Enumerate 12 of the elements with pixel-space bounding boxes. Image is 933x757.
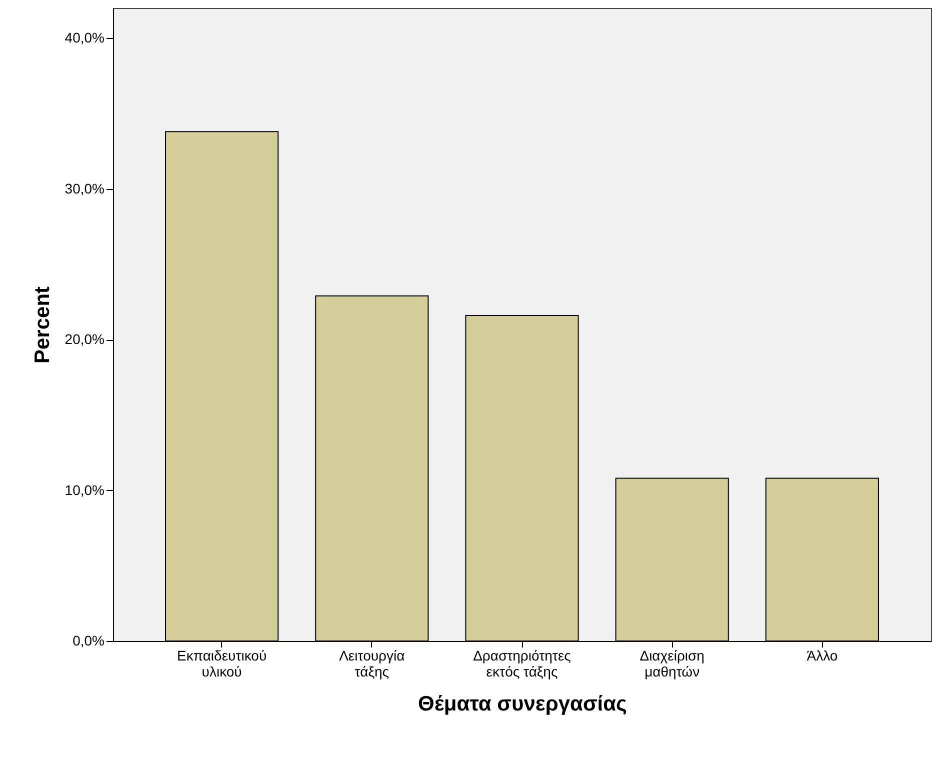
x-tick-label: Δραστηριότητες εκτός τάξης [473,648,572,680]
y-axis-title: Percent [30,286,54,364]
x-tick-label: Εκπαιδευτικού υλικού [177,648,267,680]
x-axis-title: Θέματα συνεργασίας [418,692,628,716]
y-tick-label: 10,0% [64,482,104,498]
y-tick-label: 20,0% [64,331,104,348]
y-tick-label: 40,0% [64,30,104,46]
y-tick-label: 0,0% [72,632,104,648]
x-tick-label: Διαχείριση μαθητών [640,648,704,680]
y-tick-label: 30,0% [64,180,104,196]
x-tick-label: Άλλο [806,648,838,664]
x-tick-label: Λειτουργία τάξης [339,648,405,680]
